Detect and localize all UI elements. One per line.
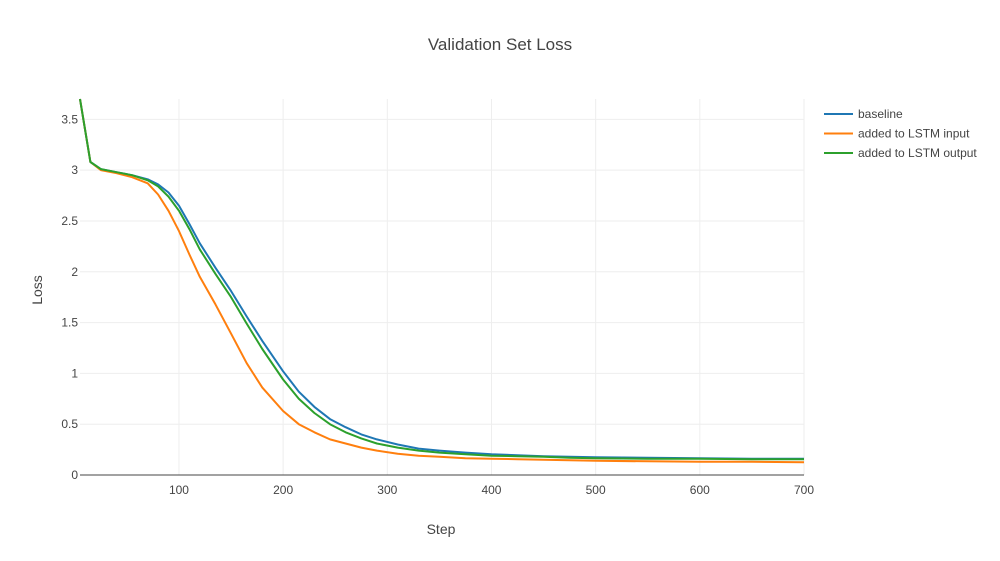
- chart-title: Validation Set Loss: [428, 35, 572, 54]
- y-tick-label: 1.5: [61, 316, 78, 330]
- x-tick-label: 600: [690, 483, 710, 497]
- x-tick-label: 500: [586, 483, 606, 497]
- legend: baseline added to LSTM input added to LSTM…: [824, 107, 977, 160]
- y-tick-label: 1: [71, 366, 78, 380]
- x-tick-label: 700: [794, 483, 814, 497]
- y-tick-label: 0: [71, 468, 78, 482]
- axis-layer: 100 200 300 400 500 600 700 0 0.5 1 1.5 2 2.5 3 3.5: [61, 112, 814, 497]
- y-tick-label: 2.5: [61, 214, 78, 228]
- series-layer: [79, 98, 805, 464]
- x-tick-label: 300: [377, 483, 397, 497]
- legend-label-2: added to LSTM output: [858, 146, 977, 160]
- y-tick-label: 3.5: [61, 112, 78, 126]
- x-tick-label: 200: [273, 483, 293, 497]
- y-tick-label: 3: [71, 163, 78, 177]
- series-line-0: [79, 98, 804, 460]
- y-tick-label: 2: [71, 265, 78, 279]
- y-axis-label: Loss: [29, 275, 45, 305]
- legend-label-0: baseline: [858, 107, 903, 121]
- y-tick-label: 0.5: [61, 417, 78, 431]
- x-tick-label: 100: [169, 483, 189, 497]
- x-tick-label: 400: [481, 483, 501, 497]
- series-line-1: [79, 98, 805, 464]
- series-line-2: [79, 98, 804, 461]
- x-axis-label: Step: [427, 521, 456, 537]
- legend-label-1: added to LSTM input: [858, 127, 970, 141]
- grid-layer: [80, 99, 805, 475]
